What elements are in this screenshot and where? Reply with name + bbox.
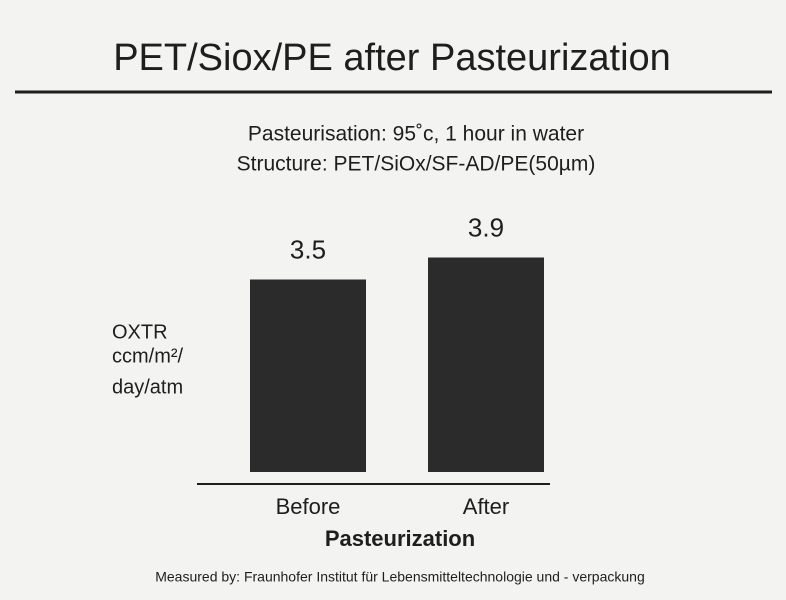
y-axis-label: day/atm [112,376,183,398]
x-tick-label: Before [276,494,341,519]
data-label: 3.5 [290,234,326,264]
x-tick-label: After [463,494,509,519]
bar [250,279,366,472]
y-axis-label: OXTR [112,321,168,343]
subtitle: Pasteurisation: 95˚c, 1 hour in water [248,123,584,146]
y-axis-label: ccm/m²/ [112,345,184,367]
bar [428,257,544,472]
chart-title: PET/Siox/PE after Pasteurization [113,37,671,79]
data-label: 3.9 [468,212,504,242]
subtitle: Structure: PET/SiOx/SF-AD/PE(50µm) [237,153,596,176]
footnote: Measured by: Fraunhofer Institut für Leb… [155,569,645,585]
x-axis-label: Pasteurization [325,526,475,551]
